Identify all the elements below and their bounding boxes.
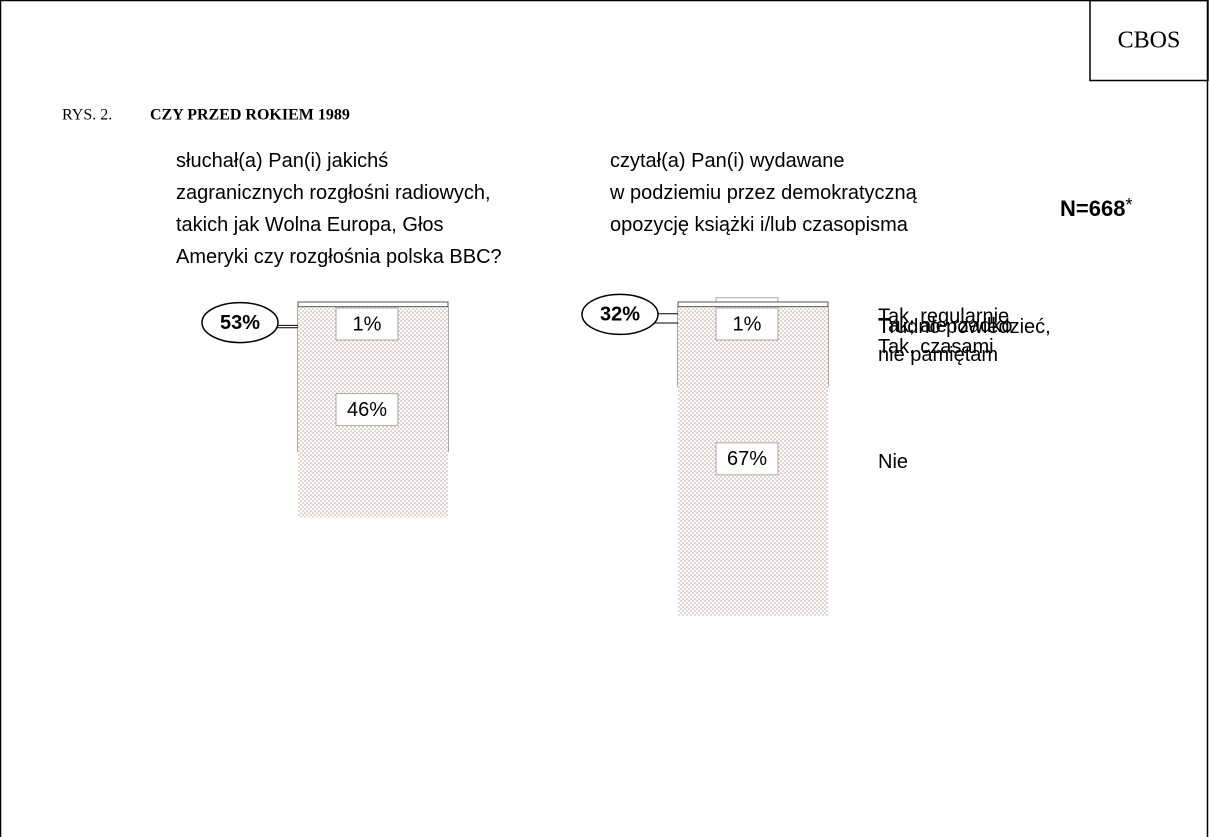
value-label-box <box>335 307 399 341</box>
value-label: 67% <box>727 448 767 470</box>
value-label-box <box>715 307 779 341</box>
category-label: czytał(a) Pan(i) wydawane w podziemiu prz… <box>609 150 918 236</box>
figure-label: RYS. 2. <box>62 107 112 124</box>
value-label-box <box>335 393 399 427</box>
n-label: N=668* <box>1060 195 1132 221</box>
legend-label: Tak, regularnie <box>878 306 1009 328</box>
annotation-ellipse <box>581 293 659 336</box>
value-label: 46% <box>347 399 387 421</box>
legend-label: Tak, czasami <box>878 336 994 358</box>
legend-label: Tak, ale rzadko <box>878 315 1013 337</box>
value-label: 1% <box>353 313 382 335</box>
annotation-label: 53% <box>220 312 260 334</box>
value-label-box <box>715 442 779 476</box>
brand-box <box>1089 0 1209 82</box>
chart-title: CZY PRZED ROKIEM 1989 <box>150 107 350 124</box>
bar-segment <box>677 301 829 308</box>
annotation-label: 32% <box>600 304 640 326</box>
annotation-ellipse <box>201 301 279 344</box>
brand: CBOS <box>1118 28 1181 54</box>
value-label: 1% <box>733 313 762 335</box>
legend-label: Nie <box>878 451 908 473</box>
category-label: słuchał(a) Pan(i) jakichś zagranicznych r… <box>176 150 502 268</box>
legend-label: Trudno powiedzieć, nie pamiętam <box>878 316 1051 366</box>
bar-segment <box>297 301 449 308</box>
